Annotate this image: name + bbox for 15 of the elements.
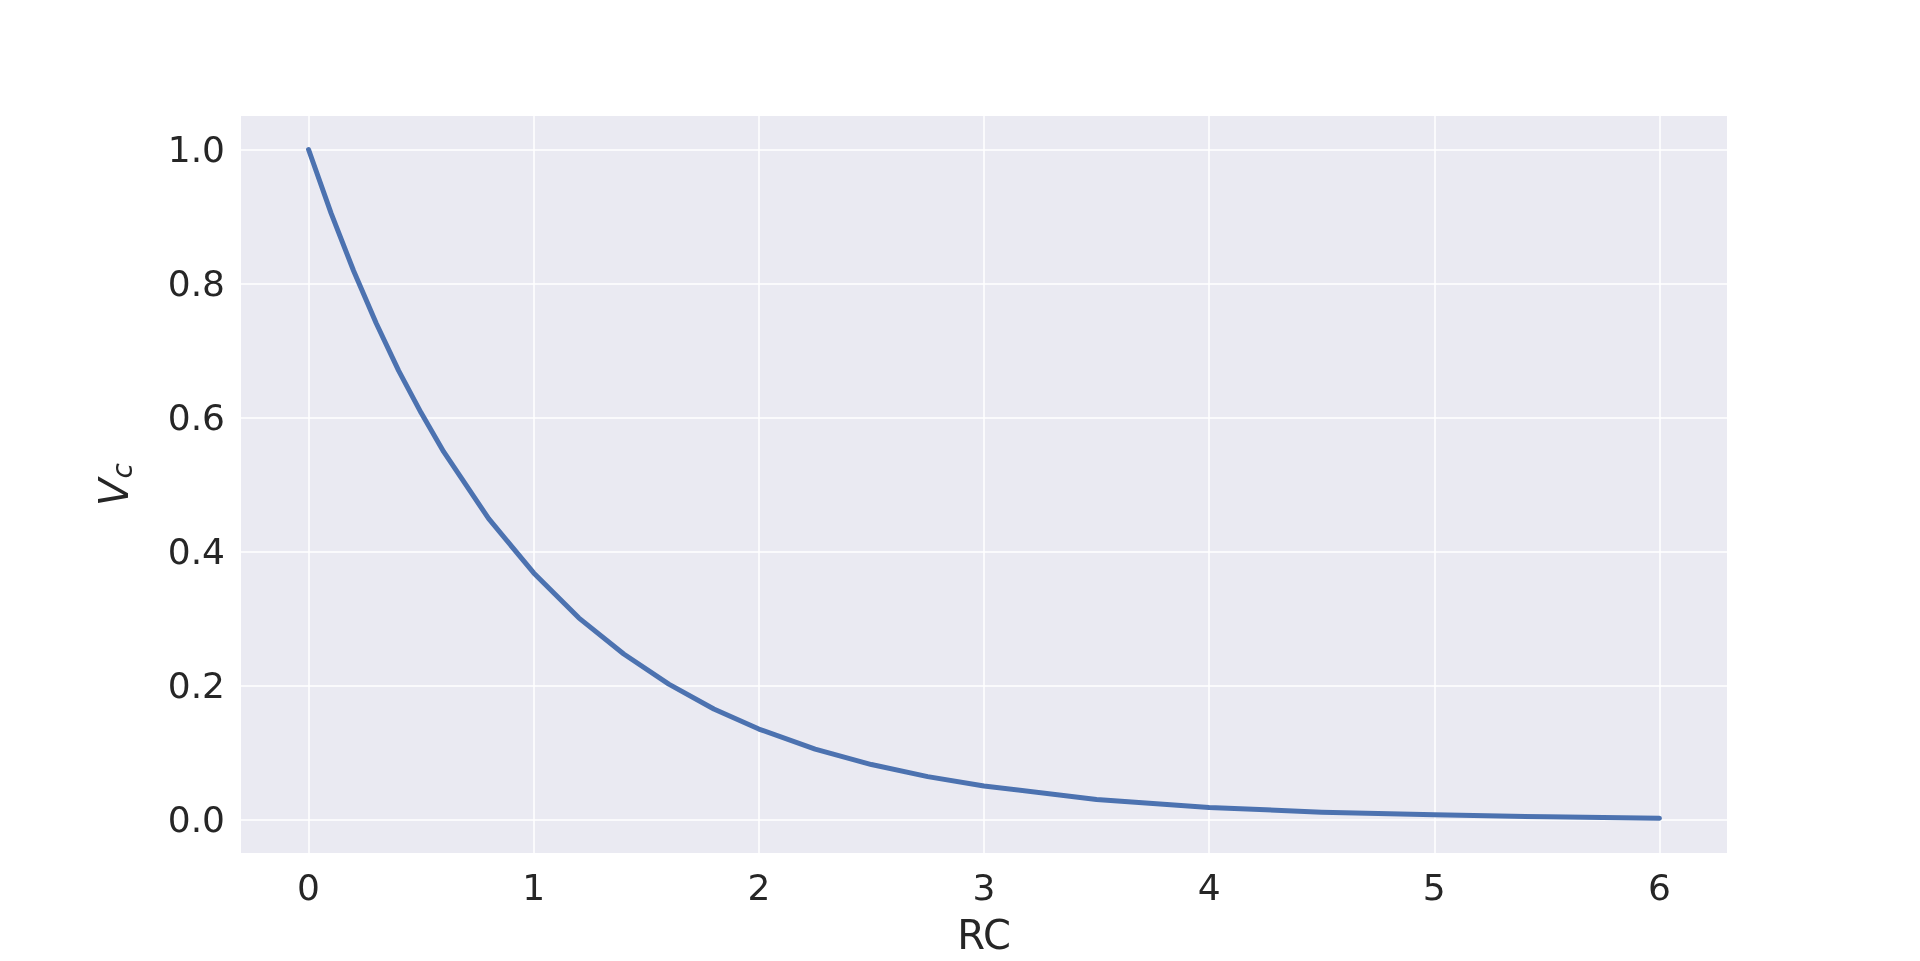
x-tick-label: 3 — [972, 866, 996, 908]
x-tick-label: 5 — [1422, 866, 1446, 908]
y-axis-title: Vc — [91, 462, 139, 506]
y-tick-label: 1.0 — [167, 129, 225, 170]
y-tick-label: 0.0 — [167, 799, 225, 840]
y-tick-label: 0.2 — [167, 665, 225, 706]
y-tick-label: 0.6 — [167, 397, 225, 438]
x-tick-label: 6 — [1648, 866, 1671, 908]
x-axis-title: RC — [957, 912, 1011, 958]
y-tick-label: 0.8 — [167, 263, 225, 304]
x-tick-label: 2 — [747, 866, 771, 908]
x-tick-label: 1 — [522, 866, 546, 908]
x-tick-label: 0 — [297, 866, 320, 908]
y-tick-label: 0.4 — [167, 531, 225, 572]
x-tick-label: 4 — [1197, 866, 1221, 908]
